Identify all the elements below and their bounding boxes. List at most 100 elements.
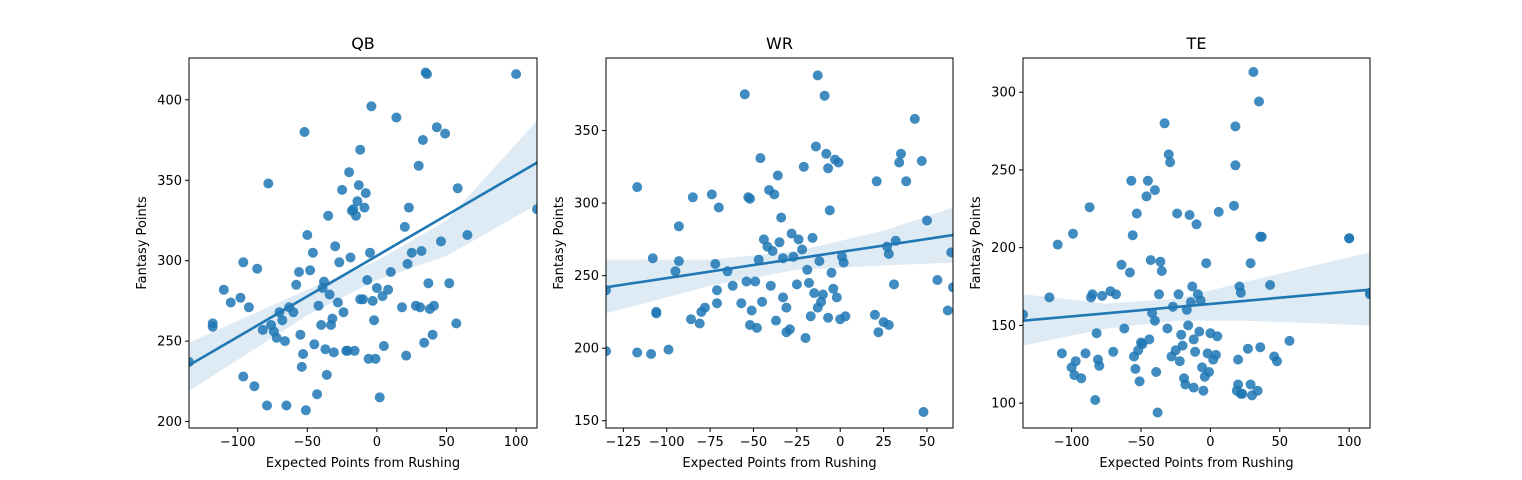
data-point xyxy=(366,101,377,112)
data-point xyxy=(397,302,407,313)
data-point xyxy=(321,369,332,380)
x-tick-label: −25 xyxy=(783,435,810,450)
data-point xyxy=(1141,191,1152,202)
data-point xyxy=(427,329,438,340)
data-point xyxy=(673,256,684,267)
data-point xyxy=(1191,219,1202,230)
data-point xyxy=(1230,121,1241,132)
data-point xyxy=(385,267,396,277)
data-point xyxy=(1155,256,1166,267)
data-point xyxy=(687,192,698,203)
data-point xyxy=(302,230,313,240)
data-point xyxy=(1131,208,1142,219)
data-point xyxy=(1229,200,1239,211)
y-axis-label: Fantasy Points xyxy=(552,196,567,289)
data-point xyxy=(710,259,721,269)
x-tick-label: −100 xyxy=(220,435,256,450)
y-axis-label: Fantasy Points xyxy=(969,196,984,289)
data-point xyxy=(824,205,835,216)
data-point xyxy=(444,278,455,289)
data-point xyxy=(249,381,260,392)
data-point xyxy=(401,350,412,361)
data-point xyxy=(334,257,345,268)
data-point xyxy=(769,189,780,200)
data-point xyxy=(1195,295,1206,306)
data-point xyxy=(784,324,795,335)
data-point xyxy=(1254,96,1264,107)
data-point xyxy=(257,324,268,335)
data-point xyxy=(727,280,738,291)
y-tick-label: 250 xyxy=(574,269,599,284)
x-tick-label: −125 xyxy=(605,435,641,450)
data-point xyxy=(828,283,839,294)
data-point xyxy=(1044,292,1055,303)
data-point xyxy=(1165,157,1176,168)
data-point xyxy=(745,193,755,204)
data-point xyxy=(1151,367,1162,377)
data-point xyxy=(271,332,282,343)
data-point xyxy=(277,315,288,326)
data-point xyxy=(338,307,349,318)
x-axis-label: Expected Points from Rushing xyxy=(682,456,876,471)
data-point xyxy=(1145,255,1156,266)
data-point xyxy=(901,176,912,187)
axes-frame xyxy=(605,57,954,429)
data-point xyxy=(451,318,462,329)
data-point xyxy=(312,389,323,400)
data-point xyxy=(327,313,338,324)
data-point xyxy=(741,276,752,287)
data-point xyxy=(712,298,722,309)
x-tick-label: −100 xyxy=(1054,435,1090,450)
data-point xyxy=(419,337,430,348)
data-point xyxy=(1087,289,1098,300)
data-point xyxy=(896,148,906,159)
axes-qb: −100 −50 0 50 100 200 250 300 350 400 QB Expected P… xyxy=(135,34,538,471)
y-tick-label: 200 xyxy=(991,241,1016,256)
data-point xyxy=(647,253,658,264)
data-point xyxy=(1149,315,1160,326)
y-axis-label: Fantasy Points xyxy=(135,196,150,289)
data-point xyxy=(307,247,318,258)
data-point xyxy=(746,305,757,316)
data-point xyxy=(1076,373,1087,384)
data-point xyxy=(1230,160,1241,171)
data-point xyxy=(337,184,348,195)
data-point xyxy=(300,405,311,416)
data-point xyxy=(1130,363,1141,374)
y-tick-label: 350 xyxy=(574,124,599,139)
data-point xyxy=(883,320,894,330)
chart-title: QB xyxy=(351,34,375,53)
data-point xyxy=(776,212,787,223)
data-point xyxy=(1091,328,1102,339)
data-point xyxy=(805,311,816,322)
data-point xyxy=(1190,346,1201,357)
data-point xyxy=(753,254,764,265)
data-point xyxy=(1255,342,1266,353)
data-point xyxy=(781,302,792,313)
data-point xyxy=(371,283,382,293)
data-point xyxy=(889,279,899,290)
y-tick-label: 150 xyxy=(574,414,599,429)
data-point xyxy=(1127,230,1138,241)
data-point xyxy=(1084,202,1095,213)
data-point xyxy=(423,278,434,289)
data-point xyxy=(686,314,696,325)
data-point xyxy=(1124,267,1135,278)
data-point xyxy=(323,210,334,221)
data-point xyxy=(823,312,834,323)
data-point xyxy=(313,300,324,311)
data-point xyxy=(296,361,307,372)
data-point xyxy=(532,204,537,215)
data-point xyxy=(429,300,439,311)
x-tick-label: 50 xyxy=(919,435,936,450)
data-point xyxy=(378,341,389,351)
data-point xyxy=(814,256,825,267)
data-point xyxy=(1144,334,1155,345)
data-point xyxy=(416,246,427,256)
axes-frame xyxy=(1022,57,1371,429)
data-point xyxy=(821,148,832,159)
data-point xyxy=(706,189,717,200)
data-point xyxy=(1056,348,1067,359)
data-point xyxy=(632,347,643,358)
data-point xyxy=(1242,343,1253,354)
